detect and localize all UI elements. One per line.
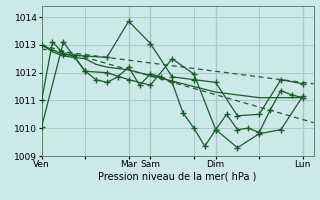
X-axis label: Pression niveau de la mer( hPa ): Pression niveau de la mer( hPa ) <box>99 172 257 182</box>
